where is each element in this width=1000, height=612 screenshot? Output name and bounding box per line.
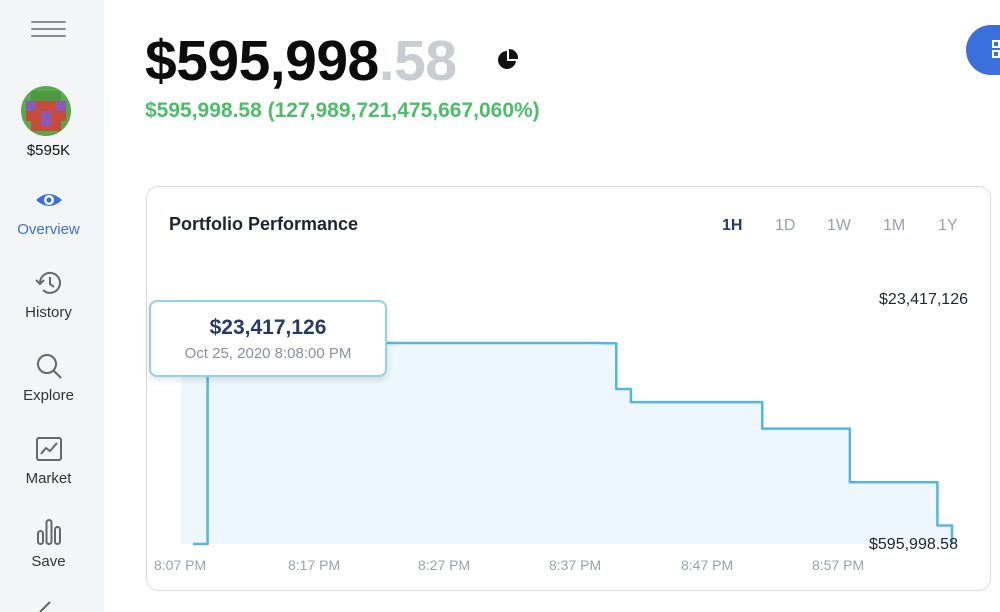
sidebar-item-label: Market [25,470,72,487]
pencil-icon[interactable] [36,600,58,612]
sidebar-item-explore[interactable]: Explore [0,351,97,404]
pie-chart-icon[interactable] [496,48,520,72]
balance-cents: .58 [378,29,457,93]
history-icon [34,271,61,294]
search-icon [36,354,62,379]
chart-min-label: $595,998.58 [869,536,958,553]
sidebar-item-label: History [25,304,72,321]
chart-tooltip: $23,417,126 Oct 25, 2020 8:08:00 PM [149,300,387,377]
sidebar-item-label: Explore [23,387,74,404]
portfolio-performance-card: Portfolio Performance 1H 1D 1W 1M 1Y $23… [146,186,991,591]
chart-icon [35,437,62,461]
performance-chart[interactable] [147,187,992,592]
avatar[interactable] [21,86,71,136]
sidebar-item-market[interactable]: Market [0,434,97,487]
portfolio-balance: $595,998.58 [145,28,457,94]
sidebar-item-save[interactable]: Save [0,517,97,570]
sidebar-balance: $595K [26,142,71,159]
x-tick-label: 8:47 PM [681,557,734,573]
x-tick-label: 8:17 PM [288,557,341,573]
qr-scan-button[interactable] [966,25,1000,75]
x-tick-label: 8:27 PM [418,557,471,573]
sidebar-item-overview[interactable]: Overview [0,185,97,238]
chart-max-label: $23,417,126 [879,291,968,308]
card-title: Portfolio Performance [169,214,359,234]
sidebar-item-label: Overview [17,221,80,238]
tab-1h[interactable]: 1H [722,217,743,234]
tab-1d[interactable]: 1D [775,217,796,234]
sidebar: $595K Overview History Explore Market [0,0,104,612]
tab-1w[interactable]: 1W [827,217,851,234]
qr-code-icon [992,40,1000,58]
x-tick-label: 8:07 PM [154,557,207,573]
tab-1y[interactable]: 1Y [938,217,958,234]
x-tick-label: 8:37 PM [549,557,602,573]
balance-change: $595,998.58 (127,989,721,475,667,060%) [145,99,540,122]
chart-line [193,341,954,546]
sidebar-item-history[interactable]: History [0,268,97,321]
balance-main: $595,998 [145,29,379,93]
x-tick-label: 8:57 PM [812,557,865,573]
chart-area-fill [181,343,952,544]
tooltip-value: $23,417,126 [209,316,327,339]
menu-icon[interactable] [31,21,66,39]
eye-icon [35,194,62,206]
sidebar-item-label: Save [31,553,66,570]
tooltip-date: Oct 25, 2020 8:08:00 PM [184,345,352,362]
bar-chart-icon [36,519,61,545]
tab-1m[interactable]: 1M [883,217,906,234]
